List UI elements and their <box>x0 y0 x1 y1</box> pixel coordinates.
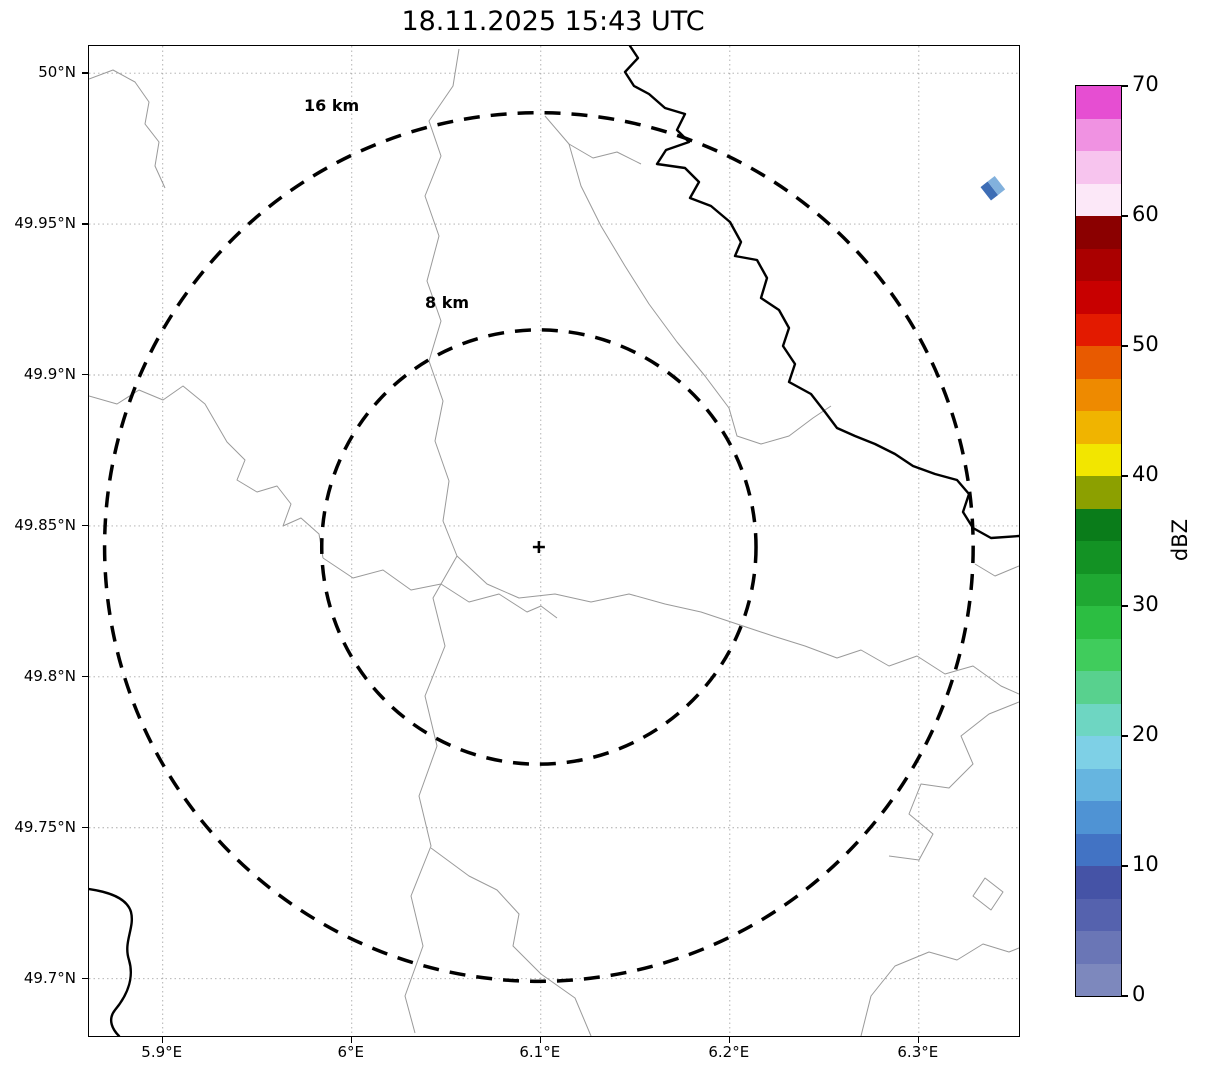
colorbar-segment <box>1076 573 1121 606</box>
radar-overlay-layer <box>102 110 1006 984</box>
colorbar-tick-label: 30 <box>1132 592 1159 616</box>
y-tick-label: 49.75°N <box>14 817 76 836</box>
colorbar-segment <box>1076 768 1121 801</box>
colorbar-tick-mark <box>1122 605 1128 607</box>
y-tick-mark <box>82 72 88 74</box>
x-tick-label: 6°E <box>337 1043 364 1061</box>
colorbar-tick-mark <box>1122 865 1128 867</box>
y-tick-label: 50°N <box>38 63 76 82</box>
colorbar-tick-mark <box>1122 995 1128 997</box>
colorbar-tick-label: 60 <box>1132 202 1159 226</box>
range-ring-label-8km: 8 km <box>425 293 470 312</box>
x-tick-mark <box>917 1037 920 1043</box>
colorbar-segment <box>1076 86 1121 119</box>
colorbar-segment <box>1076 183 1121 216</box>
range-ring-8km <box>319 328 758 766</box>
radar-echo <box>980 176 1006 201</box>
y-tick-label: 49.85°N <box>14 515 76 534</box>
y-tick-mark <box>82 524 88 527</box>
y-tick-mark <box>82 675 88 678</box>
y-tick-label: 49.95°N <box>14 214 76 233</box>
y-tick-label: 49.7°N <box>23 968 76 987</box>
colorbar-segment <box>1076 151 1121 184</box>
colorbar-segment <box>1076 736 1121 769</box>
y-tick-mark <box>82 977 88 980</box>
colorbar-segment <box>1076 638 1121 671</box>
colorbar-segment <box>1076 248 1121 281</box>
admin-border-lines <box>89 48 1019 1036</box>
chart-title: 18.11.2025 15:43 UTC <box>401 6 705 37</box>
colorbar-tick-label: 10 <box>1132 852 1159 876</box>
colorbar-segment <box>1076 443 1121 476</box>
colorbar-tick-label: 70 <box>1132 72 1159 96</box>
map-plot: 16 km 8 km <box>88 45 1020 1037</box>
x-tick-label: 6.1°E <box>519 1043 561 1061</box>
grid-layer <box>89 46 1019 1036</box>
y-tick-label: 49.9°N <box>23 364 76 383</box>
colorbar-segment <box>1076 703 1121 736</box>
colorbar-segment <box>1076 541 1121 574</box>
x-tick-mark <box>728 1037 731 1043</box>
colorbar-tick-mark <box>1122 215 1128 217</box>
colorbar-segment <box>1076 411 1121 444</box>
colorbar <box>1075 85 1122 997</box>
map-canvas <box>89 46 1019 1036</box>
colorbar-segment <box>1076 963 1121 996</box>
x-tick-mark <box>539 1037 542 1043</box>
range-ring-label-16km: 16 km <box>304 96 360 115</box>
colorbar-tick-label: 20 <box>1132 722 1159 746</box>
colorbar-segment <box>1076 118 1121 151</box>
colorbar-tick-label: 40 <box>1132 462 1159 486</box>
y-tick-mark <box>82 373 88 376</box>
colorbar-tick-mark <box>1122 735 1128 737</box>
colorbar-tick-label: 0 <box>1132 982 1146 1006</box>
colorbar-segment <box>1076 476 1121 509</box>
colorbar-tick-mark <box>1122 475 1128 477</box>
x-tick-label: 5.9°E <box>141 1043 183 1061</box>
range-ring-16km <box>102 110 975 984</box>
colorbar-segment <box>1076 606 1121 639</box>
colorbar-segment <box>1076 866 1121 899</box>
colorbar-tick-label: 50 <box>1132 332 1159 356</box>
colorbar-segment <box>1076 508 1121 541</box>
colorbar-segment <box>1076 671 1121 704</box>
colorbar-segment <box>1076 898 1121 931</box>
colorbar-tick-mark <box>1122 345 1128 347</box>
colorbar-tick-mark <box>1122 85 1128 87</box>
colorbar-segment <box>1076 801 1121 834</box>
colorbar-segment <box>1076 378 1121 411</box>
colorbar-axis-label: dBZ <box>1168 518 1192 562</box>
colorbar-segment <box>1076 281 1121 314</box>
colorbar-segment <box>1076 313 1121 346</box>
river-border-line <box>89 46 1019 1036</box>
colorbar-segment <box>1076 216 1121 249</box>
x-tick-mark <box>350 1037 353 1043</box>
y-tick-label: 49.8°N <box>23 666 76 685</box>
x-tick-mark <box>161 1037 164 1043</box>
colorbar-segment <box>1076 346 1121 379</box>
x-tick-label: 6.3°E <box>897 1043 939 1061</box>
x-tick-label: 6.2°E <box>708 1043 750 1061</box>
y-tick-mark <box>82 826 88 829</box>
y-tick-mark <box>82 223 88 225</box>
colorbar-segment <box>1076 931 1121 964</box>
colorbar-segment <box>1076 833 1121 866</box>
